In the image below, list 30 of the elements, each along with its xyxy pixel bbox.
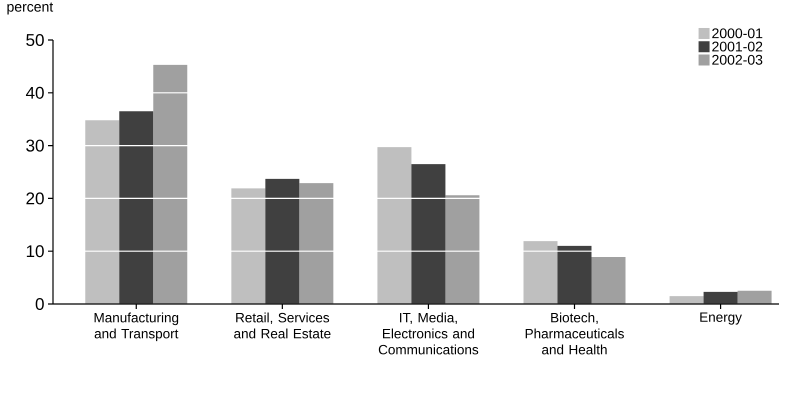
legend-label: 2001-02 — [712, 42, 762, 52]
x-tick-label: Energy — [700, 312, 742, 325]
bar — [377, 147, 412, 304]
y-tick-label: 10 — [26, 245, 44, 258]
bar — [558, 246, 592, 304]
y-tick-label: 40 — [26, 86, 44, 99]
bar — [524, 241, 558, 304]
x-tick-label: Biotech, Pharmaceuticals and Health — [526, 312, 624, 354]
legend-label: 2002-03 — [712, 54, 762, 65]
bar — [670, 296, 704, 304]
bar — [592, 257, 626, 304]
x-tick-label: Manufacturing and Transport — [94, 312, 178, 342]
x-tick-label: Retail, Services and Real Estate — [234, 312, 330, 338]
bar — [738, 290, 772, 304]
bar — [231, 188, 266, 304]
y-tick-label: 0 — [36, 298, 44, 310]
bar — [153, 64, 188, 304]
y-tick-label: 50 — [26, 34, 44, 46]
bar — [119, 111, 154, 304]
bar — [299, 183, 334, 304]
bar — [445, 195, 480, 304]
x-tick-label: IT, Media, Electronics and Communications — [378, 312, 478, 354]
bar — [85, 120, 120, 304]
y-axis-title: percent — [7, 2, 54, 14]
legend-label: 2000-01 — [712, 28, 762, 38]
y-tick-label: 20 — [26, 192, 44, 204]
bar — [704, 292, 738, 304]
bar — [265, 178, 300, 304]
y-tick-label: 30 — [26, 140, 44, 152]
bar — [411, 164, 446, 304]
